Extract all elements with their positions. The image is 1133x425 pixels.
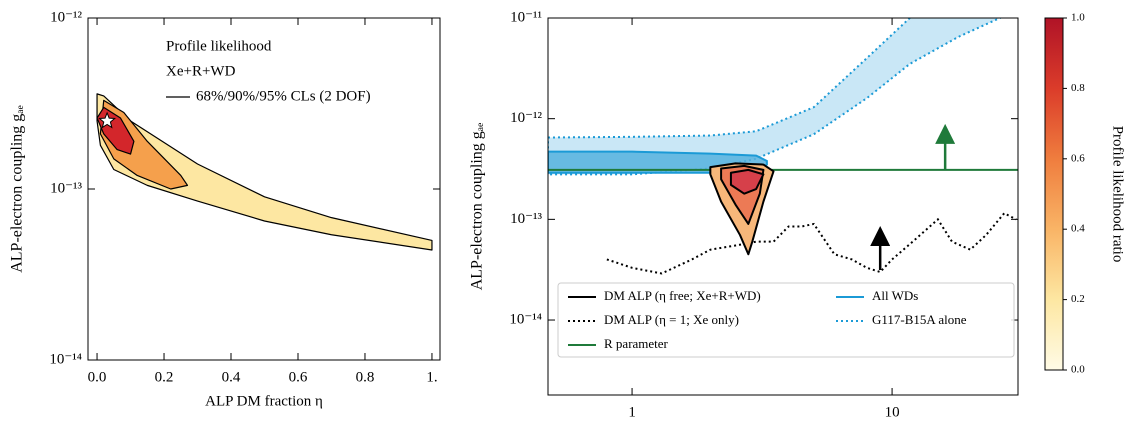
colorbar-tick-label: 0.2 xyxy=(1071,293,1085,305)
legend-label: DM ALP (η free; Xe+R+WD) xyxy=(604,288,761,303)
limit-line xyxy=(606,211,1017,275)
best-fit-star xyxy=(98,111,116,129)
x-axis-label: ALP DM fraction η xyxy=(205,393,323,409)
x-tick-label: 0.6 xyxy=(289,369,308,385)
legend-label: All WDs xyxy=(872,288,918,303)
x-tick-label: 1 xyxy=(628,404,636,420)
colorbar-tick-label: 1.0 xyxy=(1071,12,1085,24)
x-tick-label: 0.0 xyxy=(88,369,107,385)
colorbar xyxy=(1044,17,1064,371)
colorbar-tick-label: 0.4 xyxy=(1071,223,1085,235)
colorbar-tick-label: 0.8 xyxy=(1071,82,1085,94)
x-tick-label: 0.2 xyxy=(155,369,174,385)
legend-label: G117-B15A alone xyxy=(872,312,967,327)
plot-area xyxy=(548,18,1018,275)
band xyxy=(548,18,1001,176)
colorbar-label: Profile likelihood ratio xyxy=(1110,126,1126,263)
legend-label: DM ALP (η = 1; Xe only) xyxy=(604,312,739,327)
y-tick-label: 10⁻¹² xyxy=(50,9,82,25)
legend-label: 68%/90%/95% CLs (2 DOF) xyxy=(196,88,371,104)
confidence-contour xyxy=(729,168,765,195)
y-tick-label: 10⁻¹³ xyxy=(510,211,542,227)
annotation: Profile likelihood xyxy=(166,38,272,54)
x-tick-label: 1. xyxy=(426,369,437,385)
x-tick-label: 0.8 xyxy=(356,369,375,385)
y-tick-label: 10⁻¹⁴ xyxy=(49,351,82,367)
x-tick-label: 10 xyxy=(885,404,900,420)
legend-box xyxy=(557,282,1015,358)
y-axis-label: ALP-electron coupling gₐₑ xyxy=(469,123,486,291)
x-tick-label: 0.4 xyxy=(222,369,241,385)
y-axis-label: ALP-electron coupling gₐₑ xyxy=(9,105,26,273)
y-tick-label: 10⁻¹² xyxy=(510,110,542,126)
colorbar-tick-label: 0.6 xyxy=(1071,152,1085,164)
legend-label: R parameter xyxy=(604,336,669,351)
y-tick-label: 10⁻¹⁴ xyxy=(509,311,542,327)
y-tick-label: 10⁻¹³ xyxy=(50,180,82,196)
colorbar-tick-label: 0.0 xyxy=(1071,364,1085,376)
plot-frame xyxy=(547,17,1019,396)
y-tick-label: 10⁻¹¹ xyxy=(510,9,542,25)
plot-frame xyxy=(87,17,441,361)
plot-area xyxy=(96,93,433,251)
annotation: Xe+R+WD xyxy=(166,63,236,79)
